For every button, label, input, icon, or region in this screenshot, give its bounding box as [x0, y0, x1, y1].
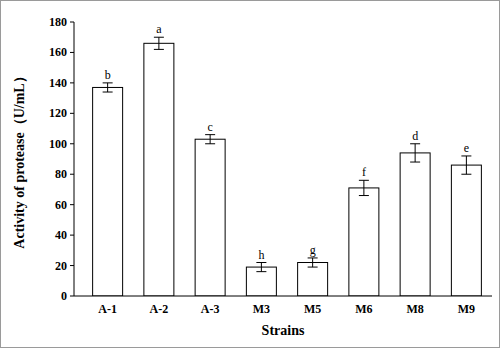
error-stem: [158, 37, 159, 49]
y-tick-label: 140: [49, 76, 67, 90]
error-cap: [103, 82, 113, 83]
significance-letter: e: [464, 141, 469, 155]
error-cap: [205, 143, 215, 144]
x-tick-label: A-1: [98, 302, 117, 316]
y-tick: [70, 22, 74, 23]
significance-letter: c: [207, 120, 212, 134]
error-stem: [261, 263, 262, 272]
x-axis: [74, 296, 492, 297]
error-cap: [410, 143, 420, 144]
bar: [451, 165, 481, 296]
error-bar: [410, 144, 420, 162]
bar: [246, 267, 276, 296]
error-bar: [308, 258, 318, 267]
y-tick-label: 40: [55, 228, 67, 242]
error-cap: [256, 271, 266, 272]
error-cap: [359, 180, 369, 181]
error-bar: [154, 37, 164, 49]
error-cap: [461, 155, 471, 156]
y-tick: [70, 296, 74, 297]
significance-letter: h: [258, 248, 264, 262]
y-tick-label: 180: [49, 15, 67, 29]
bar: [195, 139, 225, 296]
y-tick-label: 160: [49, 45, 67, 59]
y-tick-label: 120: [49, 106, 67, 120]
error-bar: [205, 135, 215, 144]
y-axis-label: Activity of protease（U/mL）: [12, 69, 27, 248]
error-cap: [154, 49, 164, 50]
bars: [93, 37, 482, 296]
error-cap: [308, 267, 318, 268]
significance-letter: g: [310, 243, 316, 257]
error-stem: [363, 180, 364, 195]
x-tick-label: M9: [458, 302, 475, 316]
error-cap: [205, 134, 215, 135]
error-stem: [415, 144, 416, 162]
error-cap: [410, 162, 420, 163]
error-cap: [461, 174, 471, 175]
x-tick-label: M6: [355, 302, 372, 316]
x-tick-label: M3: [253, 302, 270, 316]
x-tick-label: A-3: [201, 302, 220, 316]
y-axis: [74, 22, 75, 296]
error-cap: [256, 262, 266, 263]
y-tick: [70, 82, 74, 83]
y-tick: [70, 235, 74, 236]
bar: [400, 153, 430, 296]
y-tick-label: 100: [49, 137, 67, 151]
frame: [1, 1, 500, 348]
bar: [298, 263, 328, 296]
y-tick: [70, 113, 74, 114]
error-stem: [107, 83, 108, 92]
x-tick-label: M8: [406, 302, 423, 316]
significance-letter: a: [156, 22, 162, 36]
x-tick-label: A-2: [150, 302, 169, 316]
y-tick: [70, 265, 74, 266]
significance-letter: f: [362, 165, 366, 179]
bar: [349, 188, 379, 296]
error-bar: [256, 263, 266, 272]
y-tick-label: 80: [55, 167, 67, 181]
error-cap: [359, 195, 369, 196]
error-cap: [308, 257, 318, 258]
bar: [144, 43, 174, 296]
y-tick: [70, 174, 74, 175]
y-tick: [70, 204, 74, 205]
error-cap: [154, 37, 164, 38]
chart: b a c h g f d e 0 20 40 60 80 100 120 140 160 180 A-1 A-2 A-…: [0, 0, 500, 348]
error-stem: [466, 156, 467, 174]
x-axis-label: Strains: [262, 323, 305, 338]
error-bar: [461, 156, 471, 174]
error-stem: [210, 135, 211, 144]
y-tick-label: 20: [55, 259, 67, 273]
significance-letter: d: [412, 129, 418, 143]
bar: [93, 87, 123, 296]
y-tick: [70, 143, 74, 144]
error-cap: [103, 92, 113, 93]
y-tick-label: 60: [55, 198, 67, 212]
error-stem: [312, 258, 313, 267]
y-tick: [70, 52, 74, 53]
significance-letter: b: [105, 68, 111, 82]
x-tick-label: M5: [304, 302, 321, 316]
error-bar: [359, 180, 369, 195]
error-bar: [103, 83, 113, 92]
y-tick-label: 0: [61, 289, 67, 303]
